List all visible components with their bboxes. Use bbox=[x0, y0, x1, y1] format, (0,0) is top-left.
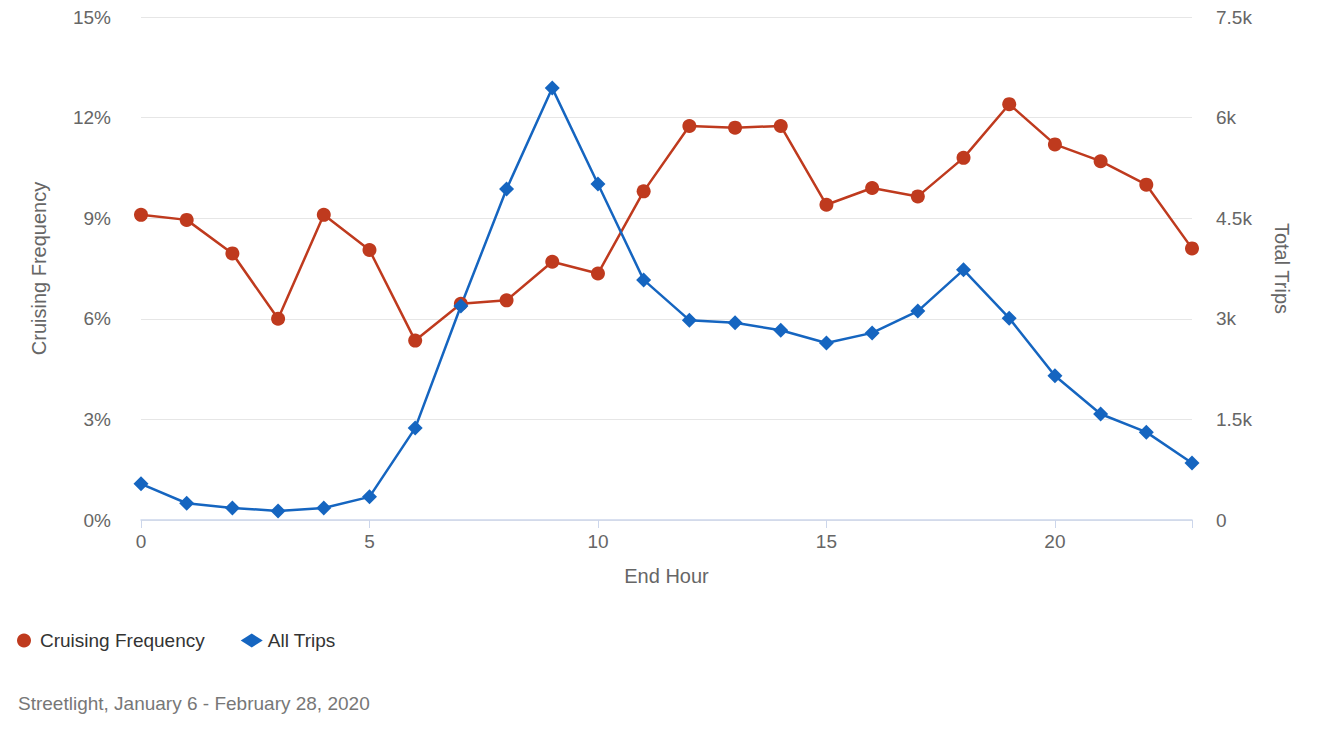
svg-text:All Trips: All Trips bbox=[268, 630, 336, 651]
svg-text:3k: 3k bbox=[1216, 308, 1237, 329]
svg-text:Total Trips: Total Trips bbox=[1271, 223, 1293, 314]
svg-text:6%: 6% bbox=[84, 308, 112, 329]
svg-text:Cruising Frequency: Cruising Frequency bbox=[28, 182, 50, 355]
svg-text:20: 20 bbox=[1044, 531, 1065, 552]
svg-text:0: 0 bbox=[136, 531, 147, 552]
svg-text:End Hour: End Hour bbox=[624, 565, 709, 587]
svg-text:6k: 6k bbox=[1216, 107, 1237, 128]
svg-text:Cruising Frequency: Cruising Frequency bbox=[40, 630, 205, 651]
svg-text:1.5k: 1.5k bbox=[1216, 409, 1252, 430]
svg-text:3%: 3% bbox=[84, 409, 112, 430]
svg-text:4.5k: 4.5k bbox=[1216, 208, 1252, 229]
svg-text:12%: 12% bbox=[73, 107, 111, 128]
svg-text:Streetlight, January 6 - Febru: Streetlight, January 6 - February 28, 20… bbox=[18, 693, 370, 714]
svg-text:5: 5 bbox=[364, 531, 375, 552]
svg-text:15%: 15% bbox=[73, 7, 111, 28]
svg-text:15: 15 bbox=[816, 531, 837, 552]
svg-text:9%: 9% bbox=[84, 208, 112, 229]
svg-text:0%: 0% bbox=[84, 510, 112, 531]
svg-text:10: 10 bbox=[587, 531, 608, 552]
svg-text:7.5k: 7.5k bbox=[1216, 7, 1252, 28]
svg-text:0: 0 bbox=[1216, 510, 1227, 531]
